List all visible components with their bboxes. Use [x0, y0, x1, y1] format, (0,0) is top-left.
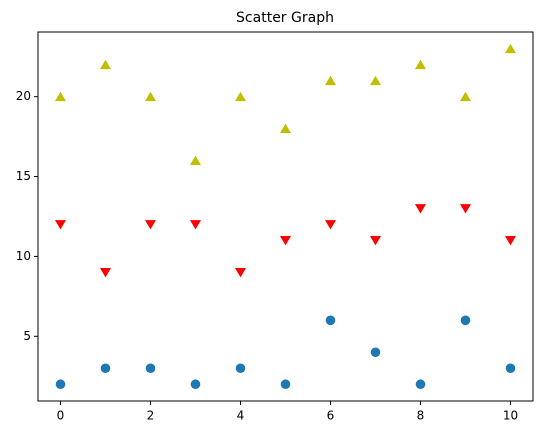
point — [460, 315, 471, 326]
x-tick-label: 10 — [503, 409, 518, 423]
point — [505, 43, 516, 54]
point — [145, 91, 156, 102]
y-tick-label: 15 — [16, 169, 31, 183]
point — [145, 363, 156, 374]
point — [415, 204, 426, 214]
y-tick-label: 10 — [16, 249, 31, 263]
point — [280, 379, 291, 390]
x-tick-label: 6 — [327, 409, 335, 423]
point — [55, 91, 66, 102]
point — [280, 236, 291, 246]
point — [505, 236, 516, 246]
y-tick-label: 20 — [16, 89, 31, 103]
point — [235, 91, 246, 102]
y-tick-label: 5 — [23, 329, 31, 343]
plot-frame — [37, 31, 534, 402]
x-tick-label: 4 — [237, 409, 245, 423]
x-tick-label: 0 — [57, 409, 65, 423]
chart-title: Scatter Graph — [236, 10, 334, 26]
point — [55, 379, 66, 390]
point — [100, 59, 111, 70]
point — [325, 75, 336, 86]
point — [235, 363, 246, 374]
point — [325, 220, 336, 230]
point — [460, 204, 471, 214]
x-tick-label: 2 — [147, 409, 155, 423]
x-tick-label: 8 — [417, 409, 425, 423]
point — [370, 236, 381, 246]
point — [100, 363, 111, 374]
point — [190, 379, 201, 390]
point — [460, 91, 471, 102]
point — [415, 59, 426, 70]
point — [235, 268, 246, 278]
point — [190, 155, 201, 165]
point — [145, 220, 156, 230]
point — [100, 268, 111, 278]
point — [415, 379, 426, 390]
point — [505, 363, 516, 374]
point — [55, 220, 66, 230]
point — [325, 315, 336, 326]
point — [190, 220, 201, 230]
point — [280, 123, 291, 134]
point — [370, 347, 381, 358]
point — [370, 75, 381, 86]
